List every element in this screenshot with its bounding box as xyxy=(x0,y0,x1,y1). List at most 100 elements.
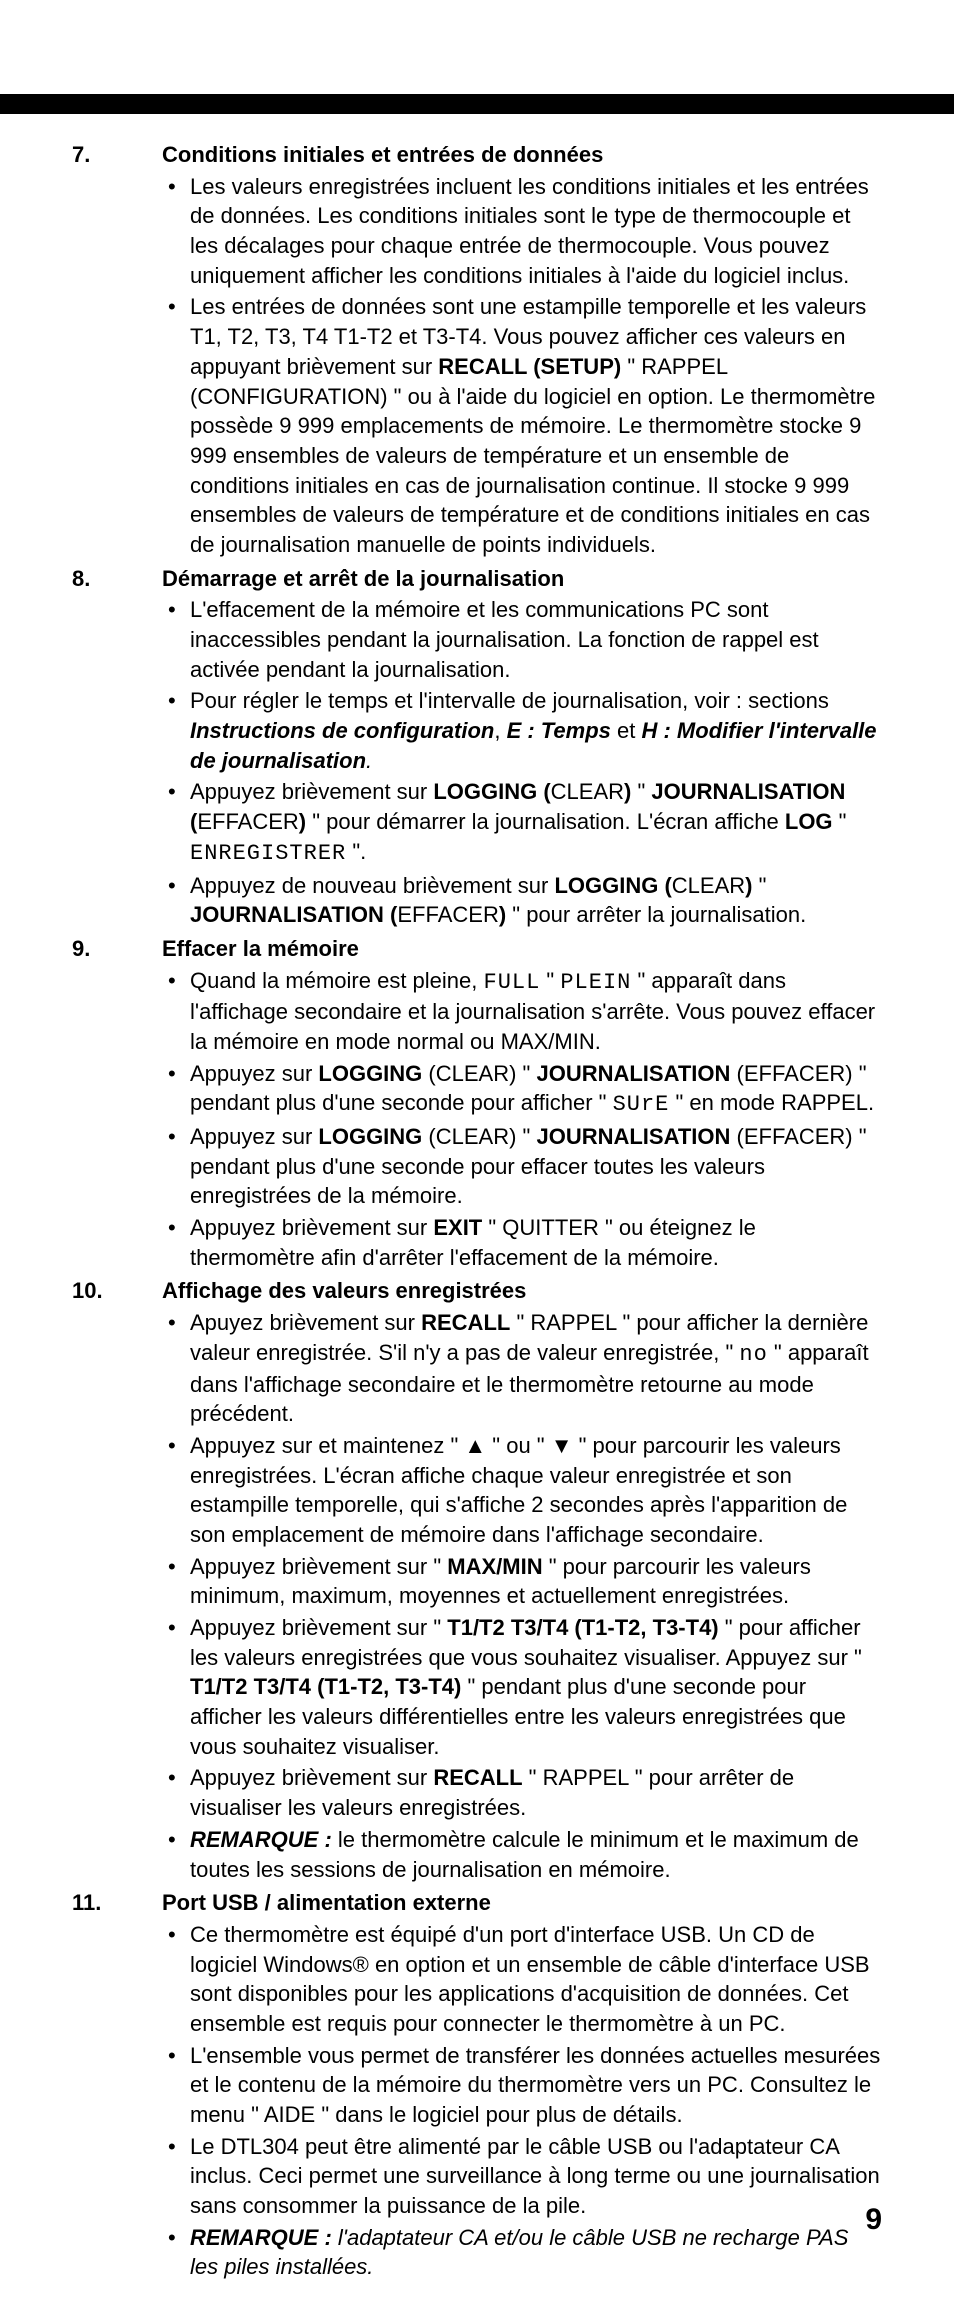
section: 8.Démarrage et arrêt de la journalisatio… xyxy=(72,564,882,932)
list-item: Les valeurs enregistrées incluent les co… xyxy=(190,172,882,291)
text-span: FULL xyxy=(484,970,541,995)
text-span: EFFACER xyxy=(397,902,498,927)
section: 7.Conditions initiales et entrées de don… xyxy=(72,140,882,562)
section-number: 11. xyxy=(72,1888,162,2284)
text-span: LOGGING xyxy=(318,1061,422,1086)
list-item: Pour régler le temps et l'intervalle de … xyxy=(190,686,882,775)
section-number: 8. xyxy=(72,564,162,932)
section-heading: Port USB / alimentation externe xyxy=(162,1888,882,1918)
page-number: 9 xyxy=(865,2203,882,2237)
text-span: Quand la mémoire est pleine, xyxy=(190,968,484,993)
text-span: E : Temps xyxy=(507,718,611,743)
text-span: PLEIN xyxy=(560,970,631,995)
list-item: L'ensemble vous permet de transférer les… xyxy=(190,2041,882,2130)
text-span: JOURNALISATION xyxy=(536,1061,730,1086)
text-span: " en mode RAPPEL. xyxy=(669,1090,874,1115)
text-span: T1/T2 T3/T4 (T1-T2, T3-T4) xyxy=(190,1674,461,1699)
list-item: REMARQUE : le thermomètre calcule le min… xyxy=(190,1825,882,1884)
section-body: Démarrage et arrêt de la journalisationL… xyxy=(162,564,882,932)
text-span: Appuyez brièvement sur xyxy=(190,779,433,804)
list-item: Appuyez brièvement sur " MAX/MIN " pour … xyxy=(190,1552,882,1611)
section-body: Effacer la mémoireQuand la mémoire est p… xyxy=(162,934,882,1275)
list-item: L'effacement de la mémoire et les commun… xyxy=(190,595,882,684)
text-span: L'effacement de la mémoire et les commun… xyxy=(190,597,819,681)
text-span: JOURNALISATION ( xyxy=(190,902,397,927)
text-span: Appuyez brièvement sur xyxy=(190,1765,433,1790)
list-item: Appuyez brièvement sur " T1/T2 T3/T4 (T1… xyxy=(190,1613,882,1761)
text-span: " xyxy=(752,873,766,898)
section: 10.Affichage des valeurs enregistréesApu… xyxy=(72,1276,882,1886)
text-span: Appuyez sur et maintenez " xyxy=(190,1433,464,1458)
text-span: T1/T2 T3/T4 (T1-T2, T3-T4) xyxy=(447,1615,718,1640)
section-body: Conditions initiales et entrées de donné… xyxy=(162,140,882,562)
text-span: Appuyez sur xyxy=(190,1124,318,1149)
bullet-list: Apuyez brièvement sur RECALL " RAPPEL " … xyxy=(162,1308,882,1884)
text-span: CLEAR xyxy=(551,779,624,804)
text-span: , xyxy=(494,718,506,743)
list-item: Appuyez brièvement sur EXIT " QUITTER " … xyxy=(190,1213,882,1272)
text-span: et xyxy=(611,718,642,743)
text-span: SUrE xyxy=(613,1092,670,1117)
section-body: Port USB / alimentation externe Ce thermo… xyxy=(162,1888,882,2284)
text-span: " xyxy=(631,779,651,804)
section-number: 9. xyxy=(72,934,162,1275)
text-span: MAX/MIN xyxy=(447,1554,542,1579)
list-item: Le DTL304 peut être alimenté par le câbl… xyxy=(190,2132,882,2221)
text-span: Le DTL304 peut être alimenté par le câbl… xyxy=(190,2134,880,2218)
section-body: Affichage des valeurs enregistréesApuyez… xyxy=(162,1276,882,1886)
text-span: Apuyez brièvement sur xyxy=(190,1310,421,1335)
section-number: 10. xyxy=(72,1276,162,1886)
text-span: " xyxy=(540,968,560,993)
text-span: RECALL xyxy=(421,1310,510,1335)
text-span: Ce thermomètre est équipé d'un port d'in… xyxy=(190,1922,870,2036)
text-span: EXIT xyxy=(433,1215,482,1240)
text-span: " pour arrêter la journalisation. xyxy=(506,902,806,927)
text-span: Appuyez de nouveau brièvement sur xyxy=(190,873,554,898)
text-span: " pour démarrer la journalisation. L'écr… xyxy=(306,809,785,834)
text-span: . xyxy=(366,748,372,773)
text-span: LOGGING xyxy=(318,1124,422,1149)
list-item: Appuyez brièvement sur LOGGING (CLEAR) "… xyxy=(190,777,882,868)
list-item: Appuyez sur LOGGING (CLEAR) " JOURNALISA… xyxy=(190,1122,882,1211)
text-span: L'ensemble vous permet de transférer les… xyxy=(190,2043,880,2127)
section: 11.Port USB / alimentation externe Ce the… xyxy=(72,1888,882,2284)
list-item: Appuyez brièvement sur RECALL " RAPPEL "… xyxy=(190,1763,882,1822)
text-span: " RAPPEL (CONFIGURATION) " ou à l'aide d… xyxy=(190,354,875,557)
list-item: Ce thermomètre est équipé d'un port d'in… xyxy=(190,1920,882,2039)
text-span: Appuyez brièvement sur xyxy=(190,1215,433,1240)
section-heading: Effacer la mémoire xyxy=(162,934,882,964)
list-item: Apuyez brièvement sur RECALL " RAPPEL " … xyxy=(190,1308,882,1429)
list-item: Les entrées de données sont une estampil… xyxy=(190,292,882,559)
text-span: CLEAR xyxy=(672,873,745,898)
text-span: ▲ xyxy=(464,1433,486,1458)
text-span: ▼ xyxy=(551,1433,573,1458)
bullet-list: L'effacement de la mémoire et les commun… xyxy=(162,595,882,930)
text-span: LOG xyxy=(785,809,833,834)
section: 9.Effacer la mémoireQuand la mémoire est… xyxy=(72,934,882,1275)
bullet-list: Ce thermomètre est équipé d'un port d'in… xyxy=(162,1920,882,2282)
header-bar xyxy=(0,94,954,114)
text-span: ENREGISTRER xyxy=(190,841,346,866)
text-span: EFFACER xyxy=(197,809,298,834)
text-span: " ou " xyxy=(486,1433,551,1458)
text-span: (CLEAR) " xyxy=(422,1061,536,1086)
text-span: RECALL xyxy=(433,1765,522,1790)
section-heading: Démarrage et arrêt de la journalisation xyxy=(162,564,882,594)
bullet-list: Quand la mémoire est pleine, FULL " PLEI… xyxy=(162,966,882,1273)
text-span: LOGGING ( xyxy=(433,779,550,804)
text-span: no xyxy=(739,1342,767,1367)
list-item: Appuyez de nouveau brièvement sur LOGGIN… xyxy=(190,871,882,930)
text-span: Appuyez brièvement sur " xyxy=(190,1554,447,1579)
text-span: RECALL (SETUP) xyxy=(438,354,621,379)
section-number: 7. xyxy=(72,140,162,562)
section-heading: Affichage des valeurs enregistrées xyxy=(162,1276,882,1306)
list-item: Quand la mémoire est pleine, FULL " PLEI… xyxy=(190,966,882,1057)
bullet-list: Les valeurs enregistrées incluent les co… xyxy=(162,172,882,560)
text-span: REMARQUE : xyxy=(190,1827,338,1852)
section-heading: Conditions initiales et entrées de donné… xyxy=(162,140,882,170)
list-item: REMARQUE : l'adaptateur CA et/ou le câbl… xyxy=(190,2223,882,2282)
text-span: Instructions de configuration xyxy=(190,718,494,743)
list-item: Appuyez sur LOGGING (CLEAR) " JOURNALISA… xyxy=(190,1059,882,1120)
text-span: (CLEAR) " xyxy=(422,1124,536,1149)
text-span: Pour régler le temps et l'intervalle de … xyxy=(190,688,829,713)
